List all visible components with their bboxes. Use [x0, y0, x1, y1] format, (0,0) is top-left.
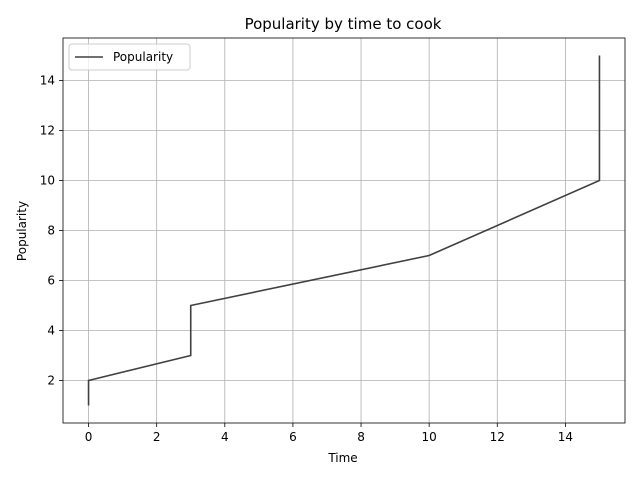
- legend-label-popularity: Popularity: [113, 50, 173, 64]
- chart-title: Popularity by time to cook: [245, 15, 442, 33]
- y-axis-ticks: 2 4 6 8 10 12 14: [40, 74, 63, 388]
- y-tick-label: 12: [40, 124, 55, 138]
- grid: [63, 38, 625, 423]
- series-line-popularity: [87, 55, 601, 406]
- y-tick-label: 10: [40, 174, 55, 188]
- x-tick-label: 2: [153, 430, 161, 444]
- series-layer: [87, 55, 601, 406]
- y-tick-label: 14: [40, 74, 55, 88]
- x-tick-label: 4: [221, 430, 229, 444]
- x-tick-label: 12: [490, 430, 505, 444]
- y-tick-label: 2: [47, 374, 55, 388]
- y-tick-label: 4: [47, 324, 55, 338]
- x-tick-label: 10: [422, 430, 437, 444]
- legend[interactable]: Popularity: [68, 43, 191, 71]
- x-tick-label: 0: [85, 430, 93, 444]
- y-axis-label: Popularity: [15, 201, 29, 261]
- y-tick-label: 6: [47, 274, 55, 288]
- x-tick-label: 14: [558, 430, 573, 444]
- y-tick-label: 8: [47, 224, 55, 238]
- x-tick-label: 8: [357, 430, 365, 444]
- x-axis-ticks: 0 2 4 6 8 10 12 14: [85, 423, 573, 444]
- x-tick-label: 6: [289, 430, 297, 444]
- x-axis-label: Time: [327, 451, 357, 465]
- legend-box: [68, 43, 191, 71]
